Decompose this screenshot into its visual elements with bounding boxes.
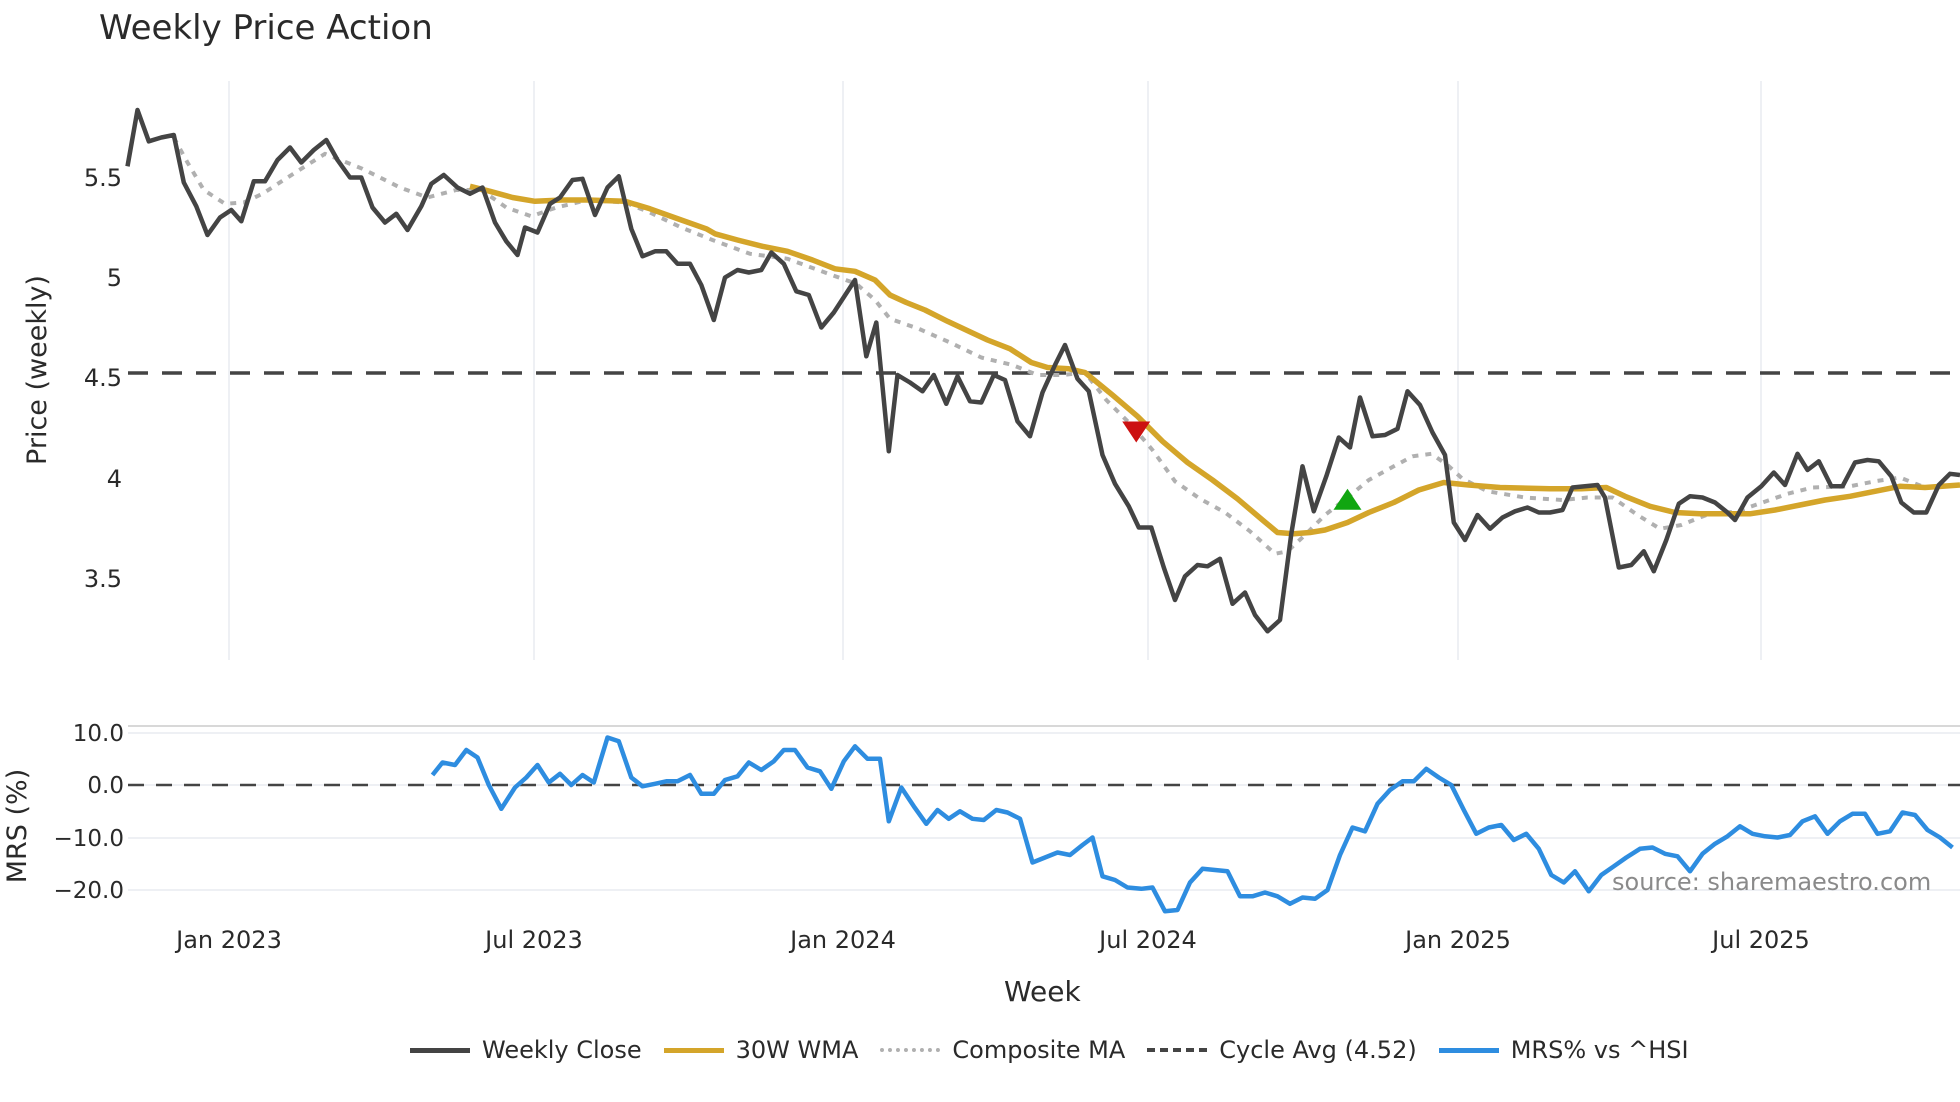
y-tick-label: 4 (107, 465, 122, 493)
legend-item-30w-wma[interactable]: 30W WMA (663, 1036, 859, 1064)
axis-labels: Jan 2023 Jul 2023 Jan 2024 Jul 2024 Jan 2025… (2, 164, 1810, 954)
y-tick-label: 4.5 (84, 364, 122, 392)
series-mrs (430, 735, 1954, 914)
x-tick-label: Jan 2024 (788, 926, 896, 954)
x-axis-title: Week (1004, 975, 1081, 1008)
legend-item-cycle-avg[interactable]: Cycle Avg (4.52) (1147, 1036, 1417, 1064)
y-tick-label: 5.5 (84, 164, 122, 192)
legend-swatch-30w-wma (663, 1047, 724, 1053)
x-tick-label: Jul 2025 (1710, 926, 1810, 954)
mrs-y-axis-title: MRS (%) (2, 769, 33, 884)
y-tick-label: 5 (107, 264, 122, 292)
y-tick-label: 3.5 (84, 565, 122, 593)
gridlines (128, 81, 1960, 891)
y-tick-label: −10.0 (54, 826, 124, 852)
legend-swatch-mrs (1438, 1047, 1499, 1053)
legend-label: Cycle Avg (4.52) (1219, 1036, 1417, 1064)
series-weekly-close (125, 107, 1960, 634)
x-tick-label: Jan 2023 (174, 926, 282, 954)
legend-swatch-weekly-close (410, 1047, 470, 1053)
legend-item-weekly-close[interactable]: Weekly Close (410, 1036, 642, 1064)
legend-label: MRS% vs ^HSI (1510, 1036, 1689, 1064)
source-watermark: source: sharemaestro.com (1612, 868, 1932, 896)
series-30w-wma (469, 183, 1960, 537)
legend-label: Composite MA (952, 1036, 1126, 1064)
legend: Weekly Close 30W WMA Composite MA Cycle … (410, 1036, 1711, 1064)
price-panel (125, 107, 1960, 634)
y-tick-label: 0.0 (87, 773, 124, 799)
y-tick-label: −20.0 (54, 878, 124, 904)
legend-label: Weekly Close (482, 1036, 642, 1064)
legend-swatch-cycle-avg (1147, 1048, 1208, 1052)
y-tick-label: 10.0 (73, 721, 124, 747)
chart-title: Weekly Price Action (99, 8, 433, 48)
x-tick-label: Jul 2023 (483, 926, 583, 954)
legend-swatch-composite-ma (880, 1048, 941, 1052)
legend-label: 30W WMA (735, 1036, 859, 1064)
buy-signal-marker (1333, 488, 1362, 510)
sell-signal-marker (1122, 421, 1151, 443)
series-composite-ma (172, 136, 1960, 556)
x-tick-label: Jan 2025 (1403, 926, 1511, 954)
price-y-axis-title: Price (weekly) (22, 275, 53, 465)
legend-item-mrs[interactable]: MRS% vs ^HSI (1438, 1036, 1689, 1064)
x-tick-label: Jul 2024 (1097, 926, 1197, 954)
legend-item-composite-ma[interactable]: Composite MA (880, 1036, 1125, 1064)
mrs-panel (128, 735, 1960, 914)
